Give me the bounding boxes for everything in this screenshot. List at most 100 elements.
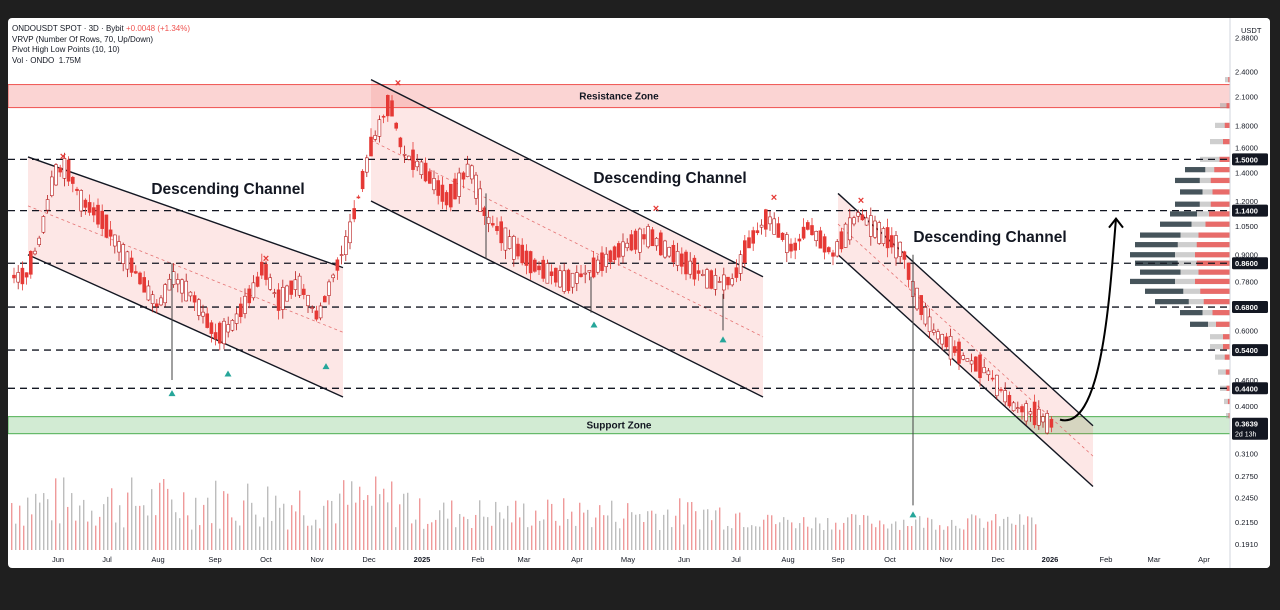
volume-bar bbox=[927, 517, 929, 550]
volume-bar bbox=[983, 527, 985, 550]
candle-body bbox=[495, 226, 499, 232]
x-tick-label: Mar bbox=[518, 555, 531, 564]
volume-bar bbox=[419, 498, 421, 550]
candle-body bbox=[54, 164, 58, 186]
candle-body bbox=[990, 377, 995, 380]
profile-row-total bbox=[1210, 139, 1230, 145]
volume-bar bbox=[955, 525, 957, 550]
candle-body bbox=[12, 274, 16, 279]
candle-body bbox=[356, 196, 361, 199]
volume-bar bbox=[175, 512, 177, 550]
candle-body bbox=[587, 270, 592, 273]
candle-body bbox=[684, 251, 688, 275]
volume-bar bbox=[563, 498, 565, 550]
x-tick-label: Dec bbox=[991, 555, 1005, 564]
volume-bar bbox=[687, 502, 689, 550]
candle-body bbox=[730, 278, 735, 286]
volume-bar bbox=[655, 513, 657, 550]
candle-body bbox=[150, 294, 155, 304]
volume-bar bbox=[775, 524, 777, 550]
volume-bar bbox=[735, 513, 737, 550]
volume-bar bbox=[847, 517, 849, 550]
profile-row-total bbox=[1130, 278, 1230, 285]
volume-bar bbox=[543, 519, 545, 550]
level-price-text: 1.1400 bbox=[1235, 207, 1258, 216]
volume-bar bbox=[811, 528, 813, 550]
current-price-badge bbox=[1232, 417, 1268, 440]
channel-label: Descending Channel bbox=[151, 181, 304, 198]
candle-body bbox=[902, 251, 907, 260]
candle-body bbox=[209, 322, 214, 334]
volume-bar bbox=[591, 527, 593, 550]
candle-body bbox=[474, 174, 478, 199]
volume-bar bbox=[451, 500, 453, 550]
pivot-high-marker: × bbox=[771, 192, 777, 204]
symbol-line[interactable]: ONDOUSDT SPOT · 3D · Bybit +0.0048 (+1.3… bbox=[12, 24, 190, 35]
volume-bar bbox=[771, 515, 773, 550]
candle-body bbox=[1024, 403, 1029, 422]
price-chart-svg[interactable]: Jun Jul Aug Sep Oct Nov Dec 2025 Feb Mar Apr May Jun… bbox=[8, 18, 1270, 568]
volume-bar bbox=[643, 521, 645, 550]
volume-bar bbox=[119, 505, 121, 550]
volume-bar bbox=[447, 518, 449, 550]
profile-row-down bbox=[1198, 269, 1230, 275]
volume-bar bbox=[343, 480, 345, 550]
volume-bar bbox=[631, 512, 633, 550]
volume-bar bbox=[95, 525, 97, 550]
volume-bar bbox=[435, 519, 437, 550]
volume-bar bbox=[739, 512, 741, 550]
candle-body bbox=[516, 243, 520, 257]
candle-body bbox=[352, 208, 357, 220]
x-tick-label: Oct bbox=[884, 555, 897, 564]
candle-body bbox=[688, 260, 693, 275]
candle-body bbox=[411, 149, 415, 170]
profile-row-down bbox=[1228, 77, 1230, 83]
candles bbox=[12, 94, 1054, 435]
volume-bar bbox=[75, 520, 77, 550]
chart-panel[interactable]: ONDOUSDT SPOT · 3D · Bybit +0.0048 (+1.3… bbox=[8, 18, 1270, 568]
profile-row-total bbox=[1135, 242, 1230, 248]
candle-body bbox=[138, 272, 142, 285]
y-tick-label: 0.2450 bbox=[1235, 494, 1258, 503]
volume-bar bbox=[835, 522, 837, 550]
candle-body bbox=[738, 254, 743, 274]
pivot-indicator-label[interactable]: Pivot High Low Points (10, 10) bbox=[12, 45, 120, 54]
vrvp-indicator-label[interactable]: VRVP (Number Of Rows, 70, Up/Down) bbox=[12, 34, 154, 44]
candle-body bbox=[331, 274, 336, 279]
volume-bar bbox=[719, 507, 721, 550]
profile-row-down bbox=[1226, 385, 1230, 391]
candle-body bbox=[999, 389, 1003, 391]
profile-row-down bbox=[1226, 103, 1230, 109]
y-tick-label: 0.1910 bbox=[1235, 540, 1258, 549]
symbol-title[interactable]: ONDOUSDT SPOT · 3D · Bybit bbox=[12, 24, 124, 33]
candle-body bbox=[1015, 407, 1020, 410]
y-tick-label: 1.6000 bbox=[1235, 143, 1258, 152]
y-tick-label: 1.0500 bbox=[1235, 222, 1258, 231]
candle-body bbox=[923, 307, 928, 325]
volume-bar bbox=[391, 481, 393, 550]
candle-body bbox=[260, 261, 264, 276]
profile-row-down bbox=[1198, 232, 1230, 238]
candle-body bbox=[58, 167, 63, 173]
volume-bar bbox=[215, 480, 217, 550]
candle-body bbox=[453, 178, 457, 200]
profile-row-up bbox=[1175, 177, 1200, 184]
volume-bar bbox=[571, 511, 573, 550]
profile-row-down bbox=[1212, 310, 1230, 316]
volume-bar bbox=[255, 514, 257, 550]
profile-row-down bbox=[1227, 398, 1230, 405]
candle-body bbox=[318, 305, 323, 319]
volume-bar bbox=[883, 524, 885, 550]
y-tick-label: 0.4000 bbox=[1235, 402, 1258, 411]
candle-body bbox=[675, 251, 680, 266]
y-tick-label: 0.2750 bbox=[1235, 472, 1258, 481]
profile-row-down bbox=[1210, 201, 1230, 207]
profile-row-down bbox=[1205, 221, 1230, 227]
candle-body bbox=[20, 267, 25, 285]
volume-bar bbox=[191, 529, 193, 550]
volume-bar bbox=[711, 520, 713, 550]
volume-line[interactable]: Vol · ONDO 1.75M bbox=[12, 56, 190, 67]
profile-row-up bbox=[1170, 211, 1197, 217]
candle-body bbox=[402, 153, 407, 156]
zone-label: Support Zone bbox=[587, 421, 652, 432]
